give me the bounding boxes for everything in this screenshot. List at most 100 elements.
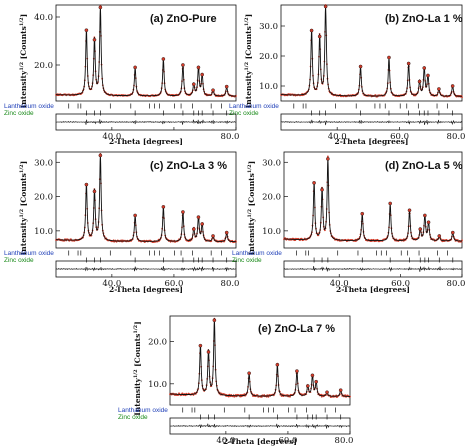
panel-e: 10.0 20.0 Intensity1/2 [Counts1/2] (e) ZnO-… [118, 315, 354, 446]
peak-point [161, 57, 166, 61]
peak-point [133, 65, 137, 70]
x-tick-label: 60.0 [391, 279, 410, 289]
y-tick-label: 10.0 [34, 227, 53, 237]
y-axis-label: Intensity1/2 [Counts1/2] [133, 321, 142, 415]
x-axis-label: 2-Theta [degrees] [335, 137, 409, 146]
difference-line [55, 266, 237, 272]
peak-point [437, 87, 441, 91]
peak-point [224, 230, 229, 235]
observed-point [181, 392, 184, 395]
peak-point [191, 82, 196, 86]
y-axis-label: Intensity1/2 [Counts1/2] [244, 14, 253, 108]
peak-point [224, 84, 229, 89]
y-tick-label: 10.0 [148, 380, 167, 390]
panel-title: (a) ZnO-Pure [150, 13, 217, 25]
peak-point [161, 205, 166, 209]
x-tick-label: 60.0 [278, 436, 297, 446]
calculated-line [170, 318, 350, 397]
y-tick-label: 30.0 [262, 158, 281, 168]
difference-line [280, 119, 463, 126]
y-tick-label: 40.0 [34, 13, 53, 23]
y-tick-label: 20.0 [259, 52, 278, 62]
x-tick-label: 80.0 [221, 132, 240, 142]
peak-point [450, 84, 455, 88]
peak-point [200, 222, 204, 226]
plot-frame [283, 151, 463, 249]
peak-point [358, 64, 363, 69]
y-tick-label: 20.0 [148, 337, 167, 347]
peak-point [295, 369, 299, 373]
x-tick-label: 60.0 [390, 132, 409, 142]
observed-point [260, 396, 263, 398]
x-axis-label: 2-Theta [degrees] [109, 137, 183, 146]
peak-point [326, 157, 330, 161]
peak-point [275, 362, 280, 367]
x-axis-label: 2-Theta [degrees] [109, 285, 183, 294]
peak-point [387, 55, 391, 60]
peak-point [92, 189, 97, 194]
x-tick-label: 40.0 [102, 132, 121, 142]
peak-point [450, 230, 455, 235]
difference-line [283, 266, 463, 272]
calculated-line [56, 5, 236, 97]
observed-point [344, 394, 347, 397]
peak-point [309, 28, 314, 33]
calculated-line [284, 156, 462, 242]
x-tick-label: 40.0 [216, 436, 235, 446]
peak-point [310, 373, 315, 378]
observed-point [243, 393, 246, 396]
peak-point [418, 227, 423, 231]
phase-label-lanthanum-oxide: Lanthanum oxide [4, 250, 54, 257]
y-tick-label: 20.0 [34, 61, 53, 71]
plot-frame [169, 315, 351, 406]
peak-point [92, 38, 97, 42]
phase-label-zinc-oxide: Zinc oxide [232, 257, 262, 264]
phase-label-zinc-oxide: Zinc oxide [118, 414, 148, 421]
peak-point [360, 211, 365, 216]
plot-frame [280, 4, 463, 102]
peak-point [422, 66, 427, 70]
observed-point [267, 396, 270, 398]
panel-title: (e) ZnO-La 7 % [258, 323, 335, 335]
peak-point [198, 343, 203, 348]
peak-point [426, 73, 430, 78]
peak-point [320, 187, 324, 192]
panel-c: 10.0 20.0 30.0 Intensity1/2 [Counts1/2] (c) … [4, 151, 240, 294]
y-tick-label: 10.0 [262, 227, 281, 237]
y-tick-label: 20.0 [262, 193, 281, 203]
phase-label-zinc-oxide: Zinc oxide [4, 257, 34, 264]
peak-point [84, 182, 89, 187]
peak-point [406, 61, 411, 66]
x-tick-label: 80.0 [447, 132, 466, 142]
panel-b: 10.0 20.0 30.0 Intensity1/2 [Counts1/2] (b) … [229, 4, 465, 146]
peak-point [211, 88, 215, 92]
x-tick-label: 80.0 [335, 436, 354, 446]
x-tick-label: 80.0 [221, 279, 240, 289]
observed-point [227, 395, 230, 398]
y-tick-label: 30.0 [259, 22, 278, 32]
peak-point [323, 4, 328, 9]
phase-label-zinc-oxide: Zinc oxide [4, 110, 34, 117]
y-axis-label: Intensity1/2 [Counts1/2] [19, 14, 28, 108]
peak-point [305, 384, 310, 388]
panel-a: 20.0 40.0 Intensity1/2 [Counts1/2] (a) ZnO-… [4, 4, 240, 146]
peak-point [211, 234, 215, 238]
peak-point [212, 318, 217, 323]
calculated-line [281, 4, 462, 97]
phase-label-zinc-oxide: Zinc oxide [229, 110, 259, 117]
observed-point [327, 155, 329, 158]
plot-frame [55, 151, 237, 249]
phase-label-lanthanum-oxide: Lanthanum oxide [229, 103, 279, 110]
peak-point [200, 72, 204, 77]
panel-title: (b) ZnO-La 1 % [385, 13, 463, 25]
phase-label-lanthanum-oxide: Lanthanum oxide [4, 103, 54, 110]
x-tick-label: 40.0 [102, 279, 121, 289]
peak-point [84, 28, 89, 33]
x-tick-label: 60.0 [164, 279, 183, 289]
peak-point [98, 5, 103, 10]
x-axis-label: 2-Theta [degrees] [336, 285, 410, 294]
peak-point [417, 79, 422, 84]
difference-line [169, 423, 351, 430]
peak-point [423, 213, 427, 218]
